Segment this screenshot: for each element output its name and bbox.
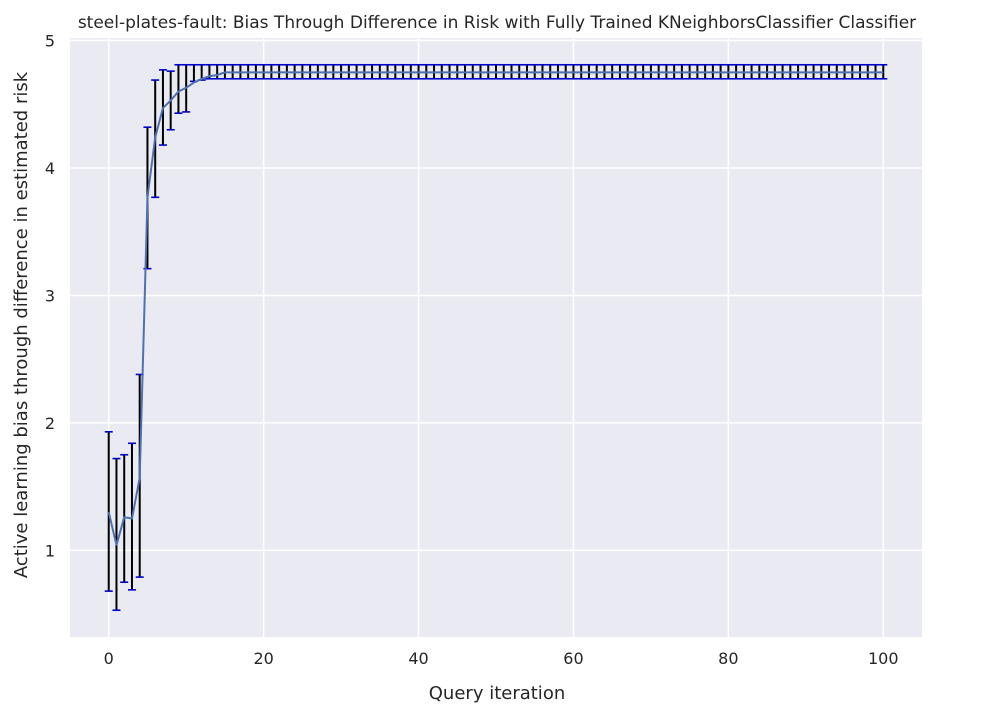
- y-tick-label-0: 1: [45, 541, 55, 560]
- grid: [70, 38, 922, 637]
- series-line: [107, 71, 884, 546]
- x-tick-label-4: 80: [718, 649, 738, 668]
- x-axis-label: Query iteration: [429, 683, 565, 704]
- plot-area: [70, 38, 922, 637]
- y-tick-label-3: 4: [45, 159, 55, 178]
- y-tick-label-2: 3: [45, 286, 55, 305]
- y-tick-label-4: 5: [45, 32, 55, 51]
- tick-labels: 0 20 40 60 80 100 1 2 3 4 5: [45, 32, 899, 668]
- x-tick-label-5: 100: [868, 649, 899, 668]
- y-tick-label-1: 2: [45, 414, 55, 433]
- x-tick-label-2: 40: [408, 649, 428, 668]
- chart-title: steel-plates-fault: Bias Through Differe…: [78, 13, 916, 33]
- x-tick-label-3: 60: [563, 649, 583, 668]
- x-tick-label-1: 20: [253, 649, 273, 668]
- x-tick-label-0: 0: [104, 649, 114, 668]
- y-axis-label: Active learning bias through difference …: [11, 71, 32, 578]
